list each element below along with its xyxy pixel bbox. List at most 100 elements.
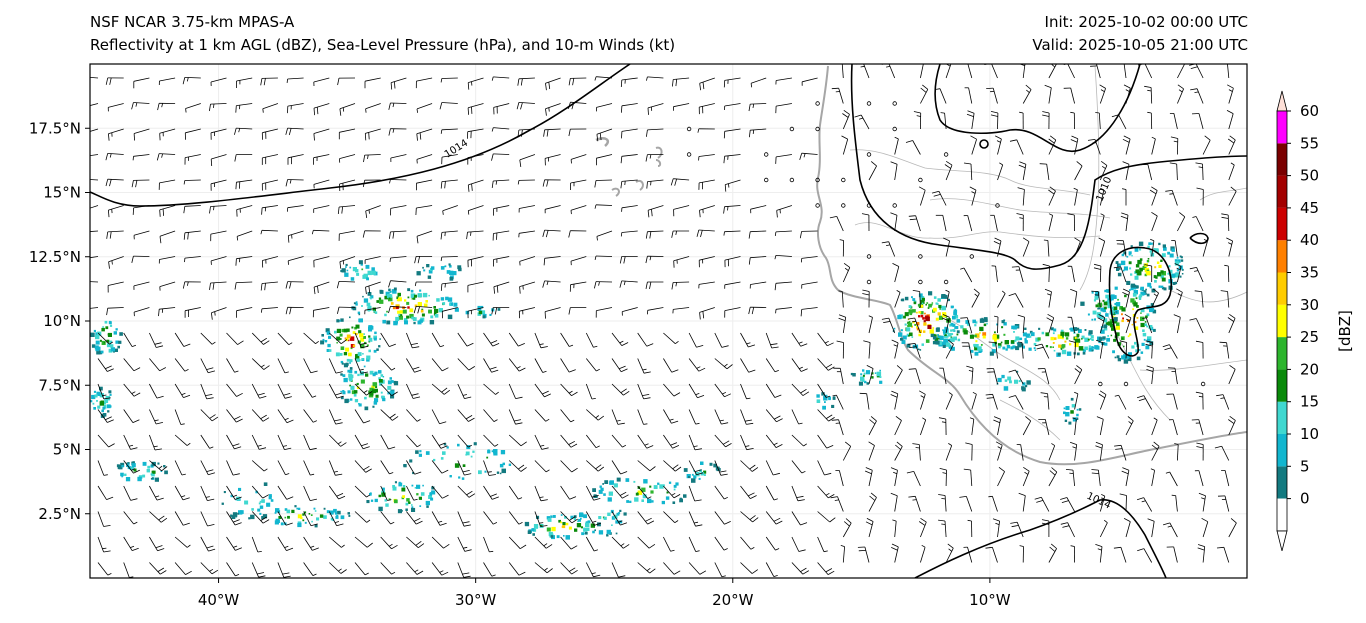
echo-cell bbox=[106, 343, 111, 348]
wind-barb bbox=[688, 434, 702, 451]
echo-cell bbox=[931, 302, 934, 304]
echo-cell bbox=[151, 472, 155, 477]
echo-cell bbox=[378, 506, 383, 512]
wind-barb bbox=[723, 205, 741, 214]
wind-barb bbox=[1069, 441, 1078, 461]
wind-barb bbox=[817, 511, 836, 523]
wind-barb bbox=[750, 205, 767, 214]
wind-barb bbox=[251, 460, 268, 472]
wind-barb bbox=[688, 409, 700, 425]
wind-barb bbox=[380, 460, 394, 475]
echo-cell bbox=[1101, 342, 1105, 346]
echo-cell bbox=[349, 384, 351, 387]
echo-cell bbox=[1120, 260, 1126, 266]
echo-cell bbox=[956, 330, 960, 334]
echo-cell bbox=[394, 499, 398, 504]
echo-cell bbox=[1116, 267, 1120, 271]
wind-barb bbox=[519, 154, 536, 167]
wind-barb bbox=[157, 102, 176, 111]
wind-barb bbox=[542, 280, 561, 288]
echo-cell bbox=[429, 492, 433, 496]
echo-cell bbox=[449, 277, 454, 281]
wind-barb bbox=[637, 485, 652, 499]
wind-barb bbox=[841, 64, 844, 79]
echo-cell bbox=[359, 260, 362, 263]
echo-cell bbox=[374, 311, 378, 314]
echo-cell bbox=[340, 269, 343, 273]
echo-cell bbox=[1147, 336, 1152, 341]
echo-cell bbox=[1139, 248, 1142, 251]
echo-cell bbox=[389, 377, 392, 380]
wind-barb bbox=[328, 383, 344, 399]
echo-cell bbox=[950, 337, 955, 342]
wind-barb bbox=[1011, 266, 1024, 283]
echo-cell bbox=[918, 315, 921, 318]
wind-barb bbox=[491, 307, 510, 315]
echo-cell bbox=[399, 310, 404, 314]
wind-barb bbox=[354, 332, 369, 349]
wind-barb bbox=[354, 358, 368, 374]
wind-barb bbox=[431, 485, 449, 499]
echo-cell bbox=[328, 349, 332, 352]
wind-barb bbox=[440, 281, 458, 291]
calm-wind bbox=[841, 177, 846, 183]
echo-cell bbox=[346, 269, 349, 272]
echo-cell bbox=[443, 443, 447, 446]
echo-cell bbox=[992, 335, 997, 340]
wind-barb bbox=[801, 256, 818, 263]
wind-barb bbox=[210, 179, 227, 191]
echo-cell bbox=[94, 394, 98, 398]
wind-barb bbox=[560, 332, 574, 347]
echo-cell bbox=[259, 505, 264, 509]
wind-barb bbox=[210, 230, 227, 242]
wind-barb bbox=[1099, 187, 1105, 206]
echo-cell bbox=[352, 344, 356, 347]
echo-cell bbox=[1141, 342, 1145, 346]
echo-cell bbox=[1052, 346, 1054, 348]
wind-barb bbox=[960, 267, 973, 283]
colorbar-extend-bottom bbox=[1276, 530, 1288, 551]
echo-cell bbox=[688, 476, 690, 478]
wind-barb bbox=[801, 77, 818, 86]
echo-cell bbox=[353, 393, 357, 397]
echo-cell bbox=[347, 369, 351, 373]
echo-cell bbox=[457, 443, 460, 447]
echo-cell bbox=[275, 508, 280, 513]
echo-cell bbox=[1065, 332, 1070, 337]
echo-cell bbox=[916, 311, 918, 314]
echo-cell bbox=[100, 350, 104, 354]
wind-barb bbox=[261, 179, 278, 191]
wind-barb bbox=[1147, 518, 1155, 538]
echo-cell bbox=[906, 343, 911, 348]
wind-barb bbox=[560, 358, 576, 373]
wind-barb bbox=[388, 305, 407, 314]
wind-barb bbox=[857, 546, 870, 563]
wind-barb bbox=[277, 536, 294, 551]
wind-barb bbox=[287, 256, 304, 265]
echo-cell bbox=[1158, 242, 1161, 246]
echo-cell bbox=[585, 521, 588, 524]
echo-cell bbox=[970, 349, 974, 353]
echo-cell bbox=[152, 470, 156, 474]
wind-barb bbox=[431, 434, 448, 449]
wind-barb bbox=[994, 315, 999, 334]
wind-barb bbox=[466, 230, 484, 240]
wind-barb bbox=[1048, 186, 1056, 206]
echo-cell bbox=[270, 499, 274, 502]
wind-barb bbox=[672, 77, 690, 87]
echo-cell bbox=[411, 507, 416, 512]
echo-cell bbox=[858, 381, 863, 386]
echo-cell bbox=[350, 398, 353, 401]
fields-title: Reflectivity at 1 km AGL (dBZ), Sea-Leve… bbox=[90, 36, 676, 54]
wind-barb bbox=[740, 383, 751, 400]
echo-cell bbox=[375, 394, 379, 398]
echo-cell bbox=[1121, 355, 1126, 360]
colorbar-segment bbox=[1277, 272, 1287, 305]
echo-cell bbox=[419, 505, 422, 507]
echo-cell bbox=[1073, 327, 1078, 331]
echo-cell bbox=[586, 527, 590, 531]
echo-cell bbox=[340, 346, 345, 350]
echo-cell bbox=[619, 520, 623, 524]
echo-cell bbox=[532, 533, 535, 536]
echo-cell bbox=[449, 265, 452, 268]
